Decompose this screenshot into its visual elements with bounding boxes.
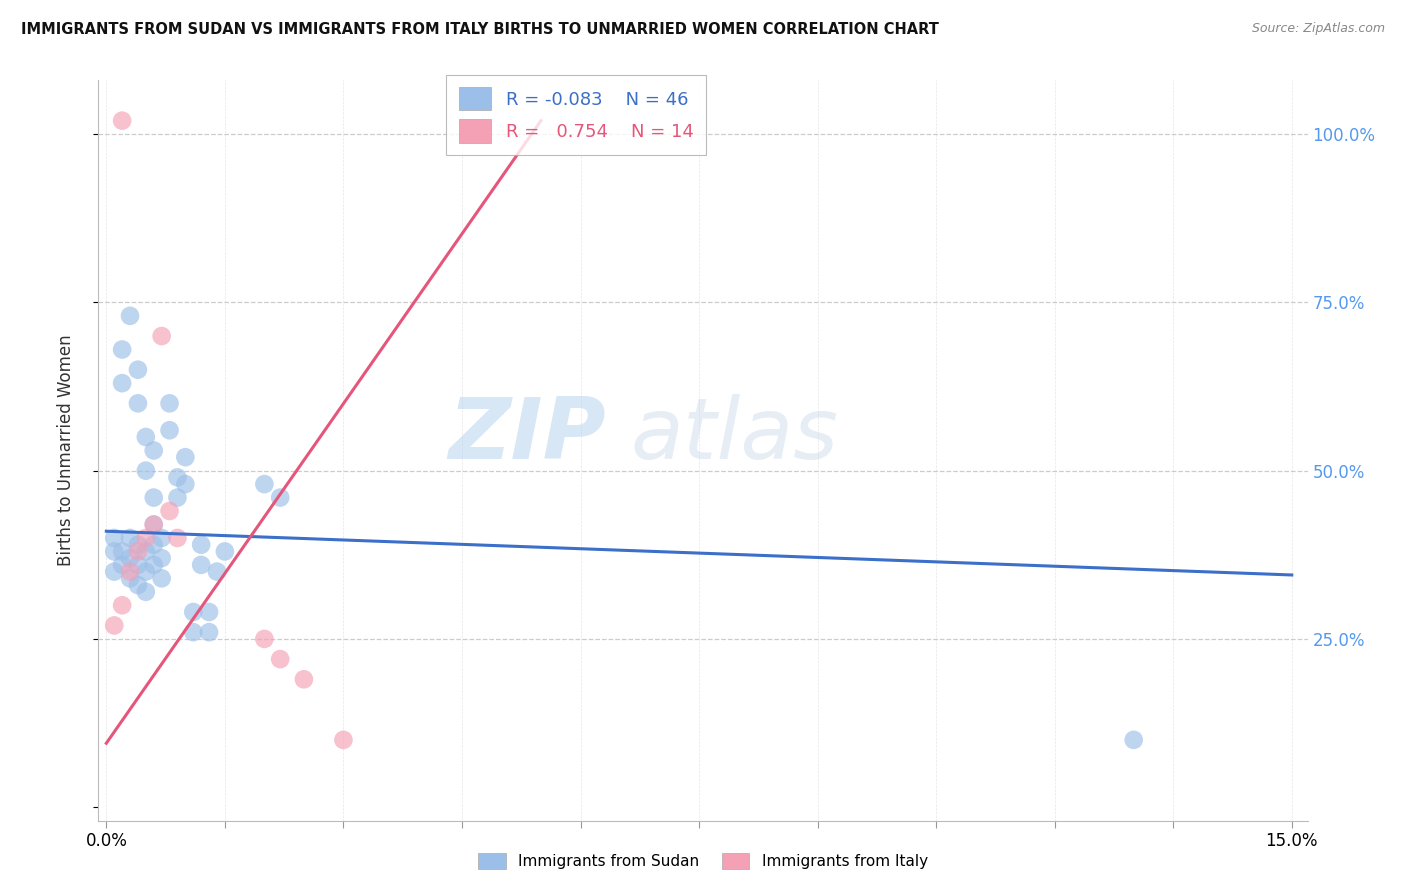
Point <box>135 464 157 478</box>
Point <box>150 571 173 585</box>
Point <box>205 565 228 579</box>
Point <box>292 673 315 687</box>
Legend: R = -0.083    N = 46, R =   0.754    N = 14: R = -0.083 N = 46, R = 0.754 N = 14 <box>446 75 706 155</box>
Point <box>111 544 134 558</box>
Point <box>190 558 212 572</box>
Point <box>181 625 204 640</box>
Point <box>166 470 188 484</box>
Point <box>111 599 134 613</box>
Point <box>135 584 157 599</box>
Point <box>190 538 212 552</box>
Point <box>159 504 181 518</box>
Point <box>111 343 134 357</box>
Text: IMMIGRANTS FROM SUDAN VS IMMIGRANTS FROM ITALY BIRTHS TO UNMARRIED WOMEN CORRELA: IMMIGRANTS FROM SUDAN VS IMMIGRANTS FROM… <box>21 22 939 37</box>
Point <box>150 551 173 566</box>
Point <box>127 558 149 572</box>
Point <box>118 571 141 585</box>
Point <box>269 652 291 666</box>
Point <box>135 430 157 444</box>
Point <box>111 376 134 391</box>
Point <box>269 491 291 505</box>
Point <box>1122 732 1144 747</box>
Point <box>159 396 181 410</box>
Point <box>198 605 221 619</box>
Point <box>142 491 165 505</box>
Point <box>174 477 197 491</box>
Point <box>111 558 134 572</box>
Point <box>135 544 157 558</box>
Point <box>135 531 157 545</box>
Point <box>181 605 204 619</box>
Point <box>103 618 125 632</box>
Y-axis label: Births to Unmarried Women: Births to Unmarried Women <box>56 334 75 566</box>
Legend: Immigrants from Sudan, Immigrants from Italy: Immigrants from Sudan, Immigrants from I… <box>472 847 934 875</box>
Point <box>150 329 173 343</box>
Point <box>127 538 149 552</box>
Point <box>118 565 141 579</box>
Point <box>166 491 188 505</box>
Point <box>142 443 165 458</box>
Text: Source: ZipAtlas.com: Source: ZipAtlas.com <box>1251 22 1385 36</box>
Point <box>142 517 165 532</box>
Point <box>118 531 141 545</box>
Point <box>174 450 197 465</box>
Point <box>111 113 134 128</box>
Point <box>214 544 236 558</box>
Point <box>118 551 141 566</box>
Point <box>159 423 181 437</box>
Point <box>198 625 221 640</box>
Point <box>135 565 157 579</box>
Point <box>253 477 276 491</box>
Point <box>142 538 165 552</box>
Point <box>127 578 149 592</box>
Point <box>142 517 165 532</box>
Text: ZIP: ZIP <box>449 394 606 477</box>
Point <box>150 531 173 545</box>
Point <box>127 396 149 410</box>
Point <box>103 565 125 579</box>
Point <box>103 544 125 558</box>
Point <box>253 632 276 646</box>
Point <box>332 732 354 747</box>
Point <box>103 531 125 545</box>
Text: atlas: atlas <box>630 394 838 477</box>
Point <box>118 309 141 323</box>
Point <box>166 531 188 545</box>
Point <box>142 558 165 572</box>
Point <box>127 544 149 558</box>
Point <box>127 362 149 376</box>
